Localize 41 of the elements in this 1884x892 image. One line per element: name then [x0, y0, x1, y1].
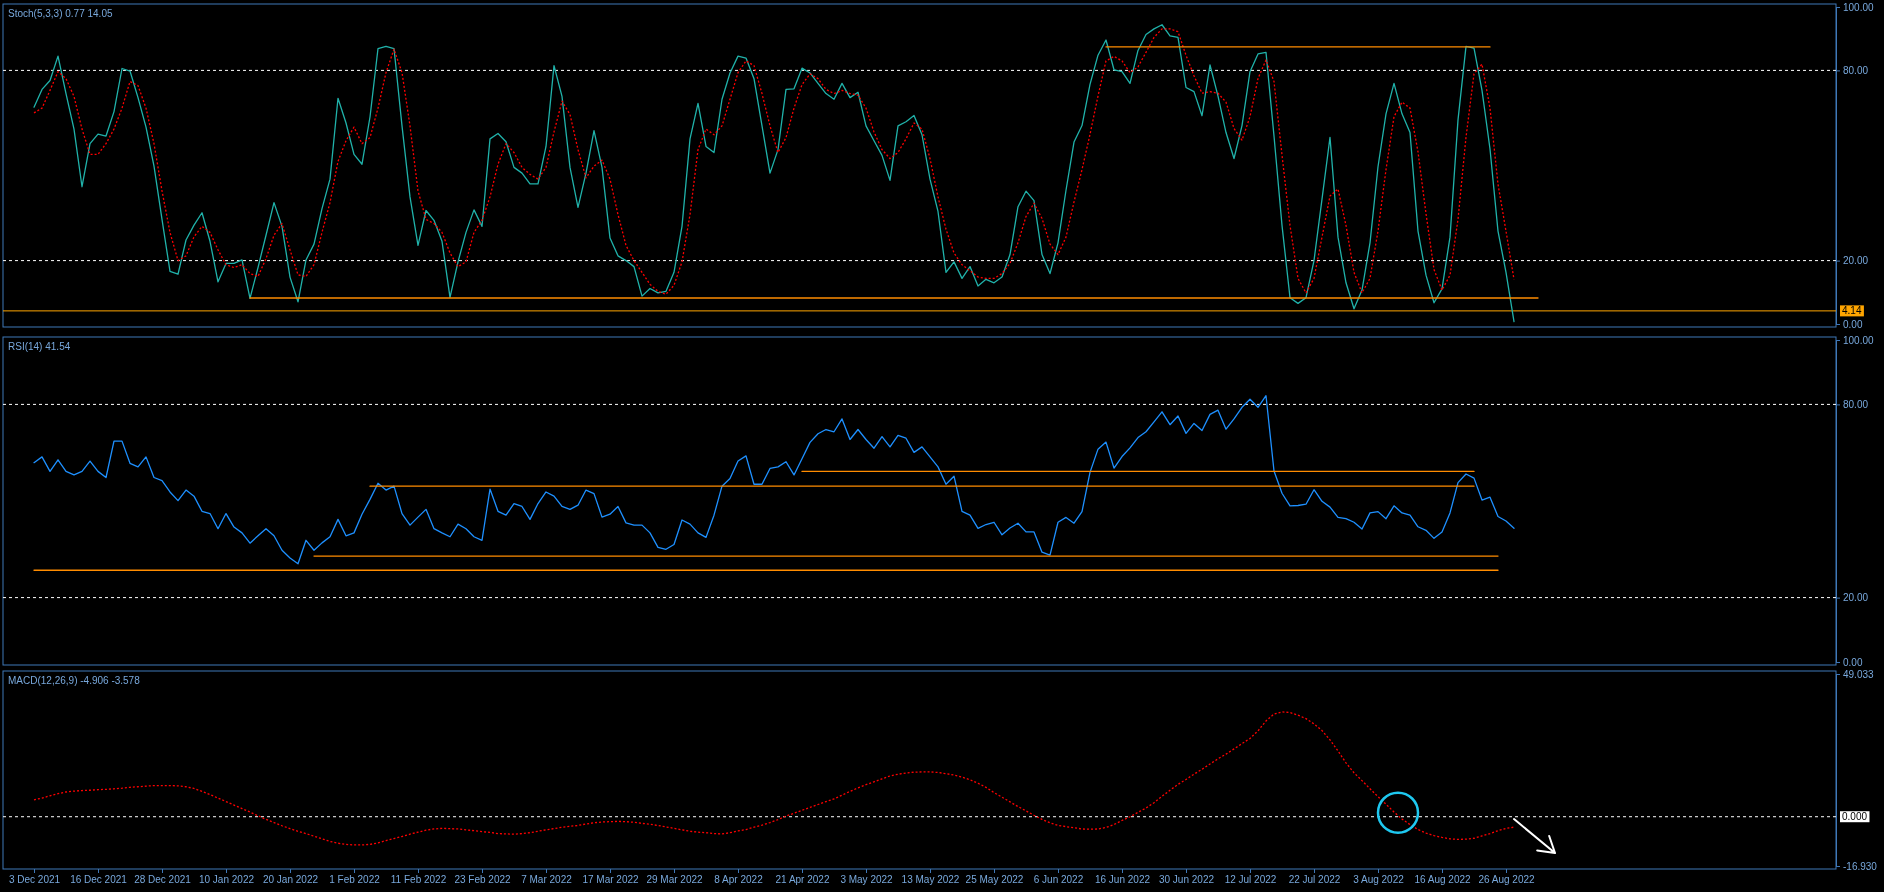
x-tick-label: 7 Mar 2022 — [521, 874, 573, 886]
chart-title: RSI(14) 41.54 — [8, 341, 71, 352]
ref-line-label: 4.14 — [1842, 305, 1862, 317]
x-tick-label: 11 Feb 2022 — [390, 874, 447, 886]
line-series — [33, 711, 1515, 846]
x-tick-label: 26 Aug 2022 — [1478, 874, 1536, 886]
x-tick-label: 16 Aug 2022 — [1414, 874, 1472, 886]
chart-title: MACD(12,26,9) -4.906 -3.578 — [8, 675, 141, 686]
x-tick-label: 13 May 2022 — [901, 874, 960, 886]
x-tick-label: 22 Jul 2022 — [1288, 874, 1341, 886]
y-tick-label: 100.00 — [1843, 1, 1875, 13]
y-tick-label: 49.033 — [1843, 668, 1875, 680]
x-tick-label: 8 Apr 2022 — [714, 874, 764, 886]
x-tick-label: 1 Feb 2022 — [329, 874, 381, 886]
x-tick-label: 3 Dec 2021 — [8, 874, 61, 886]
x-tick-label: 16 Dec 2021 — [70, 874, 128, 886]
line-series — [33, 395, 1515, 565]
x-tick-label: 6 Jun 2022 — [1033, 874, 1084, 886]
chart-title: Stoch(5,3,3) 0.77 14.05 — [8, 8, 113, 19]
x-tick-label: 3 May 2022 — [840, 874, 894, 886]
x-tick-label: 29 Mar 2022 — [646, 874, 704, 886]
y-tick-label: 0.00 — [1843, 656, 1863, 668]
ref-line-label: 0.000 — [1842, 811, 1868, 823]
y-tick-label: 100.00 — [1843, 334, 1875, 346]
x-tick-label: 10 Jan 2022 — [198, 874, 255, 886]
x-tick-label: 25 May 2022 — [965, 874, 1024, 886]
x-tick-label: 30 Jun 2022 — [1158, 874, 1215, 886]
x-tick-label: 3 Aug 2022 — [1353, 874, 1405, 886]
y-tick-label: 0.00 — [1843, 318, 1863, 330]
x-tick-label: 20 Jan 2022 — [262, 874, 319, 886]
x-tick-label: 12 Jul 2022 — [1224, 874, 1277, 886]
x-tick-label: 21 Apr 2022 — [775, 874, 830, 886]
y-tick-label: 80.00 — [1843, 65, 1869, 77]
x-tick-label: 28 Dec 2021 — [134, 874, 192, 886]
x-tick-label: 23 Feb 2022 — [454, 874, 512, 886]
y-tick-label: -16.930 — [1843, 860, 1878, 872]
x-tick-label: 16 Jun 2022 — [1094, 874, 1151, 886]
x-tick-label: 17 Mar 2022 — [582, 874, 640, 886]
y-tick-label: 20.00 — [1843, 592, 1869, 604]
y-tick-label: 80.00 — [1843, 399, 1869, 411]
y-tick-label: 20.00 — [1843, 255, 1869, 267]
